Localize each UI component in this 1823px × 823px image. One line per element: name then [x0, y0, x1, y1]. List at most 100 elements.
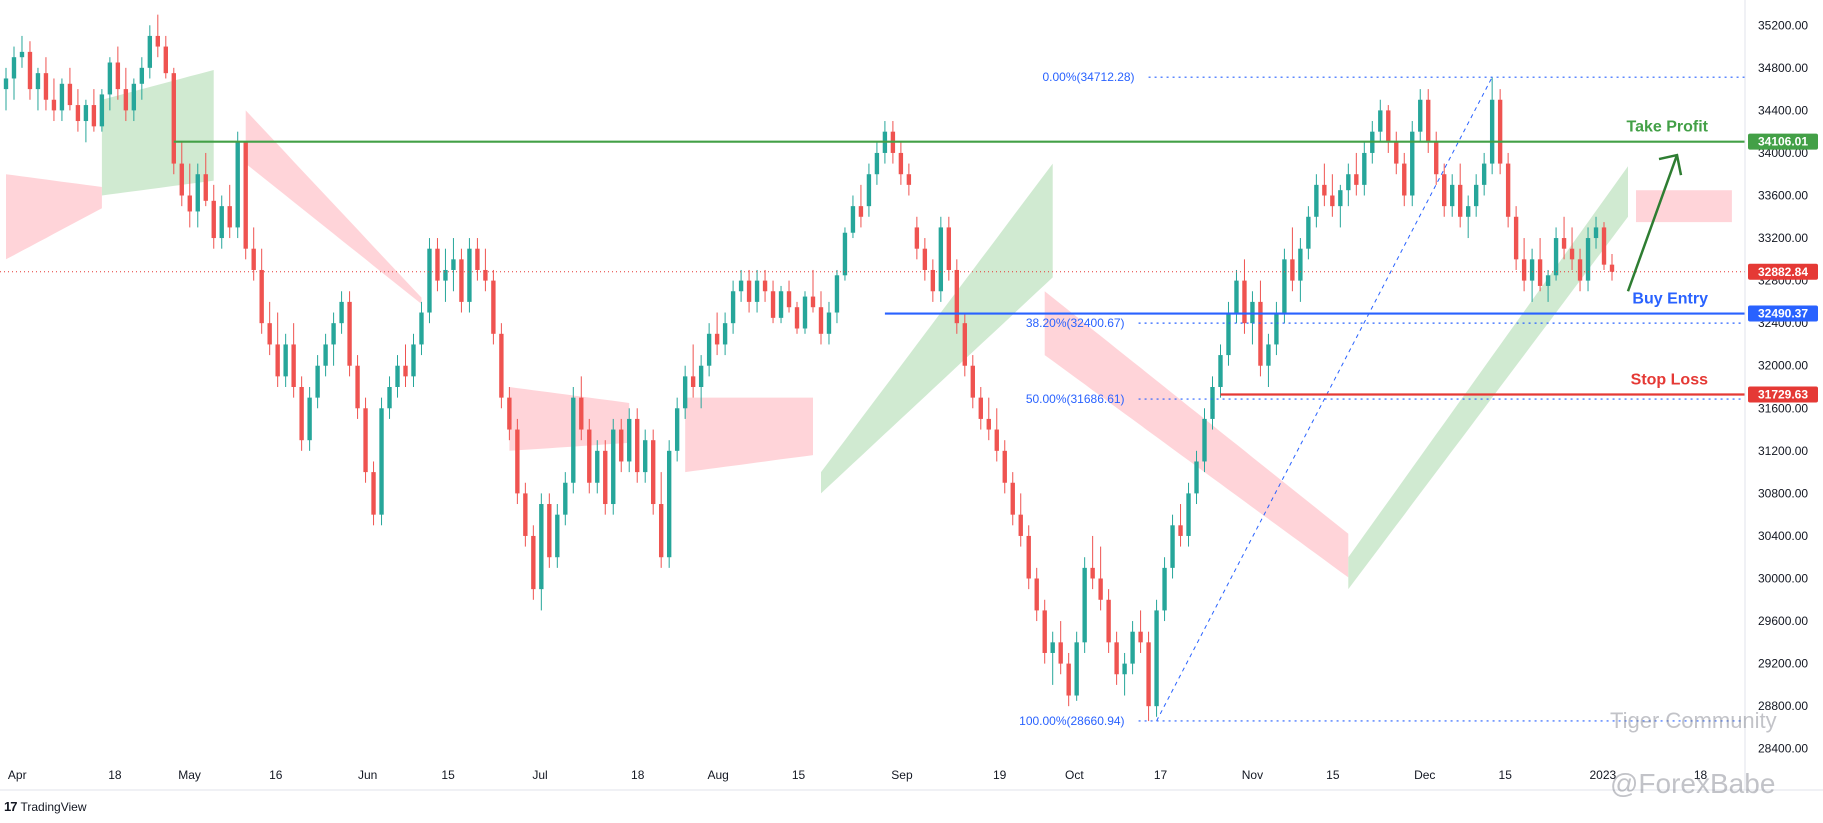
y-tick-label: 29600.00 — [1758, 614, 1808, 628]
candle-body — [762, 280, 768, 292]
y-tick-label: 34800.00 — [1758, 61, 1808, 75]
candle-body — [1505, 163, 1511, 217]
candle-body — [1394, 142, 1399, 164]
candle-body — [539, 504, 544, 590]
y-tick-label: 31600.00 — [1758, 401, 1808, 415]
x-tick-label: Jun — [358, 768, 377, 782]
candle-body — [746, 280, 752, 302]
candle-body — [1481, 163, 1487, 185]
candle-body — [706, 333, 712, 366]
fib-label: 50.00%(31686.61) — [1026, 392, 1125, 406]
projection-arrowhead — [1658, 153, 1683, 176]
candle-body — [451, 259, 456, 270]
x-tick-label: Nov — [1242, 768, 1263, 782]
candle-body — [611, 429, 616, 505]
candle-body — [1569, 248, 1575, 260]
stop-loss-label: Stop Loss — [1631, 371, 1708, 388]
x-tick-label: Dec — [1414, 768, 1435, 782]
x-tick-label: 15 — [441, 768, 455, 782]
candle-body — [299, 387, 304, 441]
candle-body — [658, 504, 664, 558]
candle-body — [1314, 184, 1319, 217]
candle-body — [1465, 206, 1471, 217]
candle-body — [1545, 275, 1551, 286]
candle-body — [323, 344, 328, 366]
candle-body — [898, 152, 904, 175]
cloud-bear-6 — [1636, 190, 1732, 223]
candle-body — [379, 408, 384, 515]
candle-body — [211, 200, 216, 239]
tradingview-name: TradingView — [20, 799, 87, 814]
candle-body — [834, 275, 840, 313]
candle-body — [171, 73, 176, 164]
candle-body — [627, 418, 632, 462]
y-tick-label: 28800.00 — [1758, 699, 1808, 713]
candle-body — [259, 269, 264, 324]
candle-body — [1026, 535, 1031, 579]
candle-body — [1258, 301, 1263, 366]
candle-body — [994, 429, 999, 451]
candle-body — [698, 365, 704, 387]
candle-body — [107, 62, 113, 95]
candle-body — [690, 376, 696, 387]
price-axis: 28400.00 28800.00 29200.00 29600.00 30000.00… — [1744, 0, 1818, 790]
candle-body — [1290, 259, 1295, 281]
buy-entry-label: Buy Entry — [1632, 291, 1708, 308]
candle-body — [19, 51, 25, 58]
candle-body — [1058, 642, 1063, 664]
cloud-bull-3 — [1348, 166, 1628, 590]
candle-body — [411, 344, 416, 377]
y-tick-label: 28400.00 — [1758, 742, 1808, 756]
candle-body — [555, 514, 560, 558]
candle-body — [810, 296, 816, 308]
candle-body — [1434, 142, 1439, 175]
candle-body — [730, 291, 736, 324]
candle-body — [635, 418, 640, 473]
candle-body — [1442, 174, 1447, 207]
candle-body — [595, 450, 600, 483]
candle-body — [1034, 578, 1039, 611]
candle-body — [1130, 631, 1135, 664]
candle-body — [179, 163, 184, 196]
candle-body — [1322, 184, 1327, 196]
candle-body — [1561, 238, 1567, 249]
candle-body — [786, 291, 792, 308]
candle-body — [571, 397, 576, 483]
candle-body — [826, 312, 832, 334]
cloud-bear-1 — [6, 174, 102, 260]
candle-body — [1194, 461, 1199, 494]
x-tick-label: 15 — [1499, 768, 1513, 782]
y-tick-label: 34400.00 — [1758, 103, 1808, 117]
candle-body — [83, 105, 89, 122]
candle-body — [203, 174, 208, 201]
fib-label: 38.20%(32400.67) — [1026, 316, 1125, 330]
candle-body — [227, 206, 232, 228]
candle-body — [315, 365, 320, 398]
candle-body — [1242, 280, 1247, 324]
candle-body — [666, 450, 672, 558]
candle-body — [1162, 567, 1167, 611]
y-tick-label: 33600.00 — [1758, 189, 1808, 203]
candle-body — [99, 94, 105, 127]
candle-body — [1154, 610, 1159, 707]
candle-body — [1601, 227, 1607, 265]
candle-body — [802, 296, 808, 329]
candle-body — [1074, 642, 1079, 696]
candle-body — [1338, 190, 1343, 207]
candle-body — [914, 227, 920, 249]
candle-body — [91, 105, 97, 127]
candle-body — [1114, 642, 1119, 675]
candle-body — [1010, 482, 1015, 515]
candle-body — [1410, 131, 1415, 196]
x-tick-label: 15 — [792, 768, 806, 782]
candle-body — [1170, 525, 1175, 568]
y-tick-label: 30000.00 — [1758, 572, 1808, 586]
candle-body — [1585, 238, 1591, 281]
candle-body — [850, 206, 856, 233]
candle-body — [331, 323, 336, 345]
candle-body — [291, 344, 296, 387]
candle-body — [1122, 663, 1127, 675]
candle-body — [115, 62, 121, 90]
candle-body — [347, 301, 352, 366]
